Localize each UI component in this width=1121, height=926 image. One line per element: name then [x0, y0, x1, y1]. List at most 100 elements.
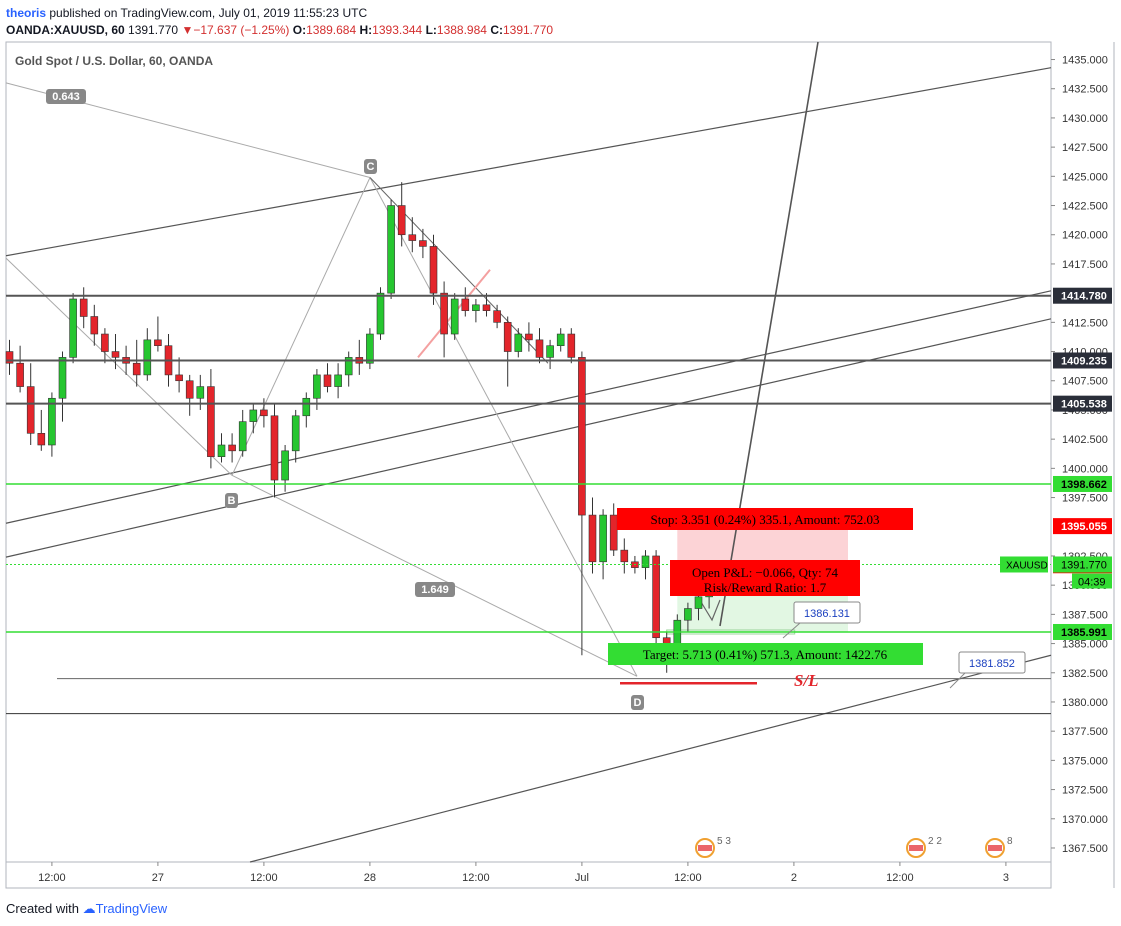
tradingview-brand[interactable]: TradingView: [95, 901, 168, 916]
us-flag-stripes: [988, 845, 1002, 851]
price-level-axis-label: 1385.991: [1061, 627, 1107, 639]
x-axis[interactable]: 12:00 27 12:00 28 12:00 Jul 12:00 2 12:00 3: [38, 862, 1009, 884]
candle-down: [132, 362, 141, 376]
stop-zone: [677, 526, 848, 566]
candle-up: [694, 596, 703, 609]
stop-label-bg: [617, 508, 913, 530]
candle-down: [567, 333, 576, 358]
pattern-point-x-bg: [46, 89, 86, 104]
candle-down: [525, 333, 533, 341]
candle-down: [323, 374, 332, 387]
candle-down: [90, 316, 99, 335]
us-flag-stripes: [909, 845, 923, 851]
candle-down: [154, 339, 162, 347]
pattern-ratio-label-bg: [415, 582, 455, 597]
target-label: Target: 5.713 (0.41%) 571.3, Amount: 142…: [643, 647, 888, 662]
candle-down: [535, 339, 544, 358]
price-level-axis-badge: [1053, 475, 1112, 492]
candle-down: [175, 374, 183, 382]
price-level-axis-label: 1409.235: [1061, 355, 1107, 367]
candle-down: [588, 514, 597, 563]
callout-2-text: 1381.852: [969, 658, 1015, 670]
candle-up: [366, 333, 374, 364]
candle-down: [440, 292, 448, 335]
chart-title: Gold Spot / U.S. Dollar, 60, OANDA: [15, 54, 213, 68]
y-tick-label: 1427.500: [1062, 142, 1108, 154]
candle-down: [5, 351, 14, 364]
symbol-tag: XAUUSD: [1006, 560, 1048, 571]
candle-down: [260, 409, 268, 417]
y-tick-label: 1432.500: [1062, 84, 1108, 96]
x-tick-label: 12:00: [250, 872, 278, 884]
candle-down: [16, 362, 24, 387]
candle-down: [185, 380, 194, 399]
pattern-ratio-label: 1.649: [421, 584, 449, 596]
pattern-point-d: D: [634, 697, 642, 709]
candle-down: [408, 234, 417, 241]
pattern-xb-line: [5, 257, 233, 476]
callout-1-text: 1386.131: [804, 608, 850, 620]
candle-down: [652, 555, 660, 639]
pnl-label: Open P&L: −0.066, Qty: 74: [692, 565, 838, 580]
candle-down: [228, 444, 236, 452]
channel-upper-line: [5, 67, 1052, 257]
candle-up: [302, 397, 311, 417]
candle-up: [450, 298, 459, 335]
candle-down: [461, 298, 470, 311]
pattern-point-d-bg: [631, 695, 644, 710]
candle-up: [217, 444, 226, 457]
x-tick-label: 12:00: [886, 872, 914, 884]
pattern-point-c: C: [367, 161, 375, 173]
callout-2-box: [958, 651, 1026, 674]
candle-down: [101, 333, 109, 352]
price-level-axis-label: 1414.780: [1061, 291, 1107, 303]
pattern-bd-line: [231, 474, 638, 677]
risk-reward-label: Risk/Reward Ratio: 1.7: [704, 580, 827, 595]
candle-down: [419, 240, 427, 247]
low-value: 1388.984: [436, 23, 487, 37]
x-tick-label: Jul: [575, 872, 589, 884]
y-tick-label: 1425.000: [1062, 171, 1108, 183]
y-tick-label: 1367.500: [1062, 843, 1108, 855]
x-tick-label: 12:00: [38, 872, 66, 884]
y-tick-label: 1402.500: [1062, 434, 1108, 446]
channel-lower-line: [5, 318, 1052, 558]
y-tick-label: 1375.000: [1062, 755, 1108, 767]
candle-down: [79, 298, 88, 317]
candle-up: [684, 608, 692, 621]
price-level-axis-badge: [1053, 395, 1112, 412]
author-name[interactable]: theoris: [6, 6, 47, 20]
symbol-name[interactable]: OANDA:XAUUSD, 60: [6, 23, 125, 37]
chart-labels: 0.643 C B D 1.649 Stop: 3.351 (0.24%) 335.1, …: [46, 89, 1026, 858]
y-axis[interactable]: 1367.500 1370.000 1372.500 1375.000 1377.500…: [1051, 55, 1108, 855]
close-value: 1391.770: [502, 23, 554, 37]
y-tick-label: 1382.500: [1062, 668, 1108, 680]
y-tick-label: 1385.000: [1062, 639, 1108, 651]
price-level-axis-label: 1395.055: [1061, 521, 1107, 533]
stop-label: Stop: 3.351 (0.24%) 335.1, Amount: 752.0…: [651, 512, 880, 527]
candle-up: [599, 514, 607, 563]
candle-up: [641, 555, 650, 568]
open-label: O:: [292, 23, 307, 37]
candle-down: [429, 246, 438, 294]
candle-up: [313, 374, 321, 399]
chart-frame: [5, 41, 1052, 889]
y-tick-label: 1435.000: [1062, 55, 1108, 67]
candle-up: [387, 205, 395, 294]
price-change: −17.637 (−1.25%): [193, 23, 290, 37]
callout-1-box: [793, 601, 861, 624]
pnl-label-bg: [670, 560, 860, 596]
candle-up: [58, 357, 67, 399]
candles: [5, 182, 713, 673]
publish-header: theoris published on TradingView.com, Ju…: [6, 5, 367, 21]
candle-up: [281, 450, 289, 481]
y-tick-label: 1420.000: [1062, 230, 1108, 242]
candle-down: [503, 322, 512, 352]
event-count: 2 2: [928, 836, 942, 847]
x-tick-label: 12:00: [674, 872, 702, 884]
pattern-point-c-bg: [364, 159, 377, 174]
callout-2-pointer: [949, 672, 966, 689]
y-tick-label: 1430.000: [1062, 113, 1108, 125]
created-with-label: Created with: [6, 901, 79, 916]
